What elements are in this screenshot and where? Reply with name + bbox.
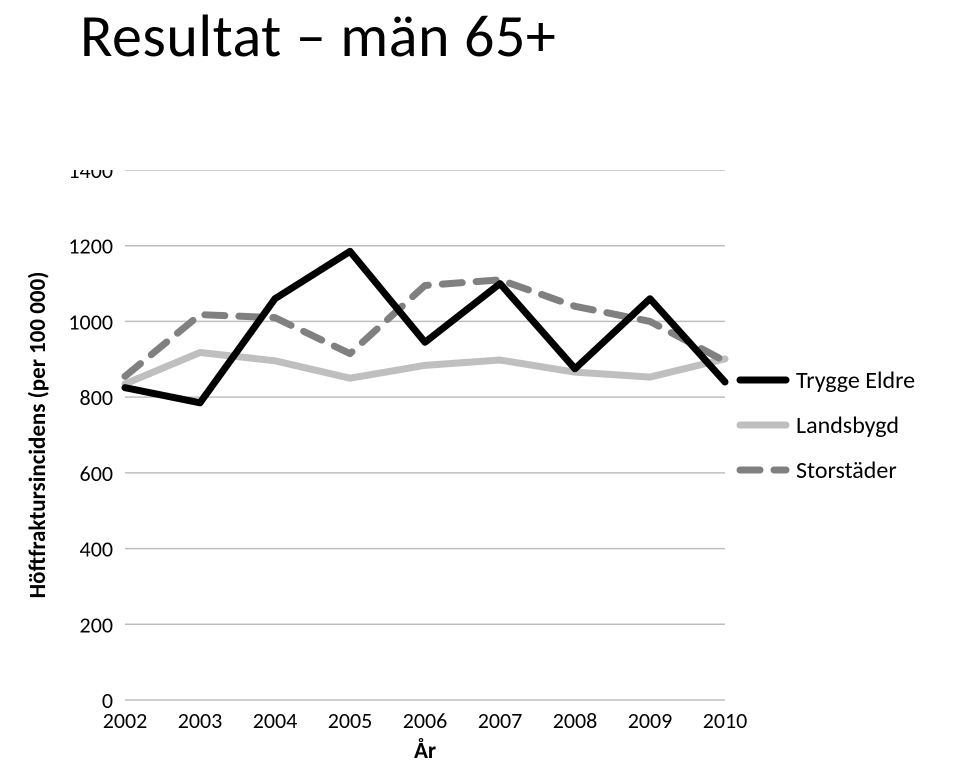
x-tick-label: 2002 [103, 707, 148, 734]
x-tick-label: 2009 [628, 707, 673, 734]
y-tick-label: 200 [80, 611, 113, 638]
x-tick-label: 2010 [703, 707, 748, 734]
y-tick-label: 1200 [68, 233, 113, 260]
y-tick-label: 1400 [68, 170, 113, 184]
x-tick-label: 2006 [403, 707, 448, 734]
y-tick-label: 800 [80, 384, 113, 411]
page-title: Resultat – män 65+ [80, 0, 556, 73]
x-tick-label: 2005 [328, 707, 373, 734]
y-tick-label: 1000 [68, 308, 113, 335]
legend-label: Landsbygd [796, 411, 899, 440]
x-axis-title: År [414, 737, 436, 760]
series-line-trygge-eldre [125, 251, 725, 402]
x-tick-label: 2007 [478, 707, 523, 734]
chart-svg: 0200400600800100012001400200220032004200… [20, 170, 940, 760]
legend-label: Storstäder [796, 456, 897, 485]
line-chart: 0200400600800100012001400200220032004200… [20, 170, 940, 760]
x-tick-label: 2008 [553, 707, 598, 734]
legend-label: Trygge Eldre [796, 366, 915, 395]
x-tick-label: 2003 [178, 707, 223, 734]
x-tick-label: 2004 [253, 707, 298, 734]
y-tick-label: 400 [80, 536, 113, 563]
y-tick-label: 600 [80, 460, 113, 487]
y-axis-title: Höftfraktursincidens (per 100 000) [24, 272, 52, 599]
slide-root: Resultat – män 65+ 020040060080010001200… [0, 0, 960, 776]
